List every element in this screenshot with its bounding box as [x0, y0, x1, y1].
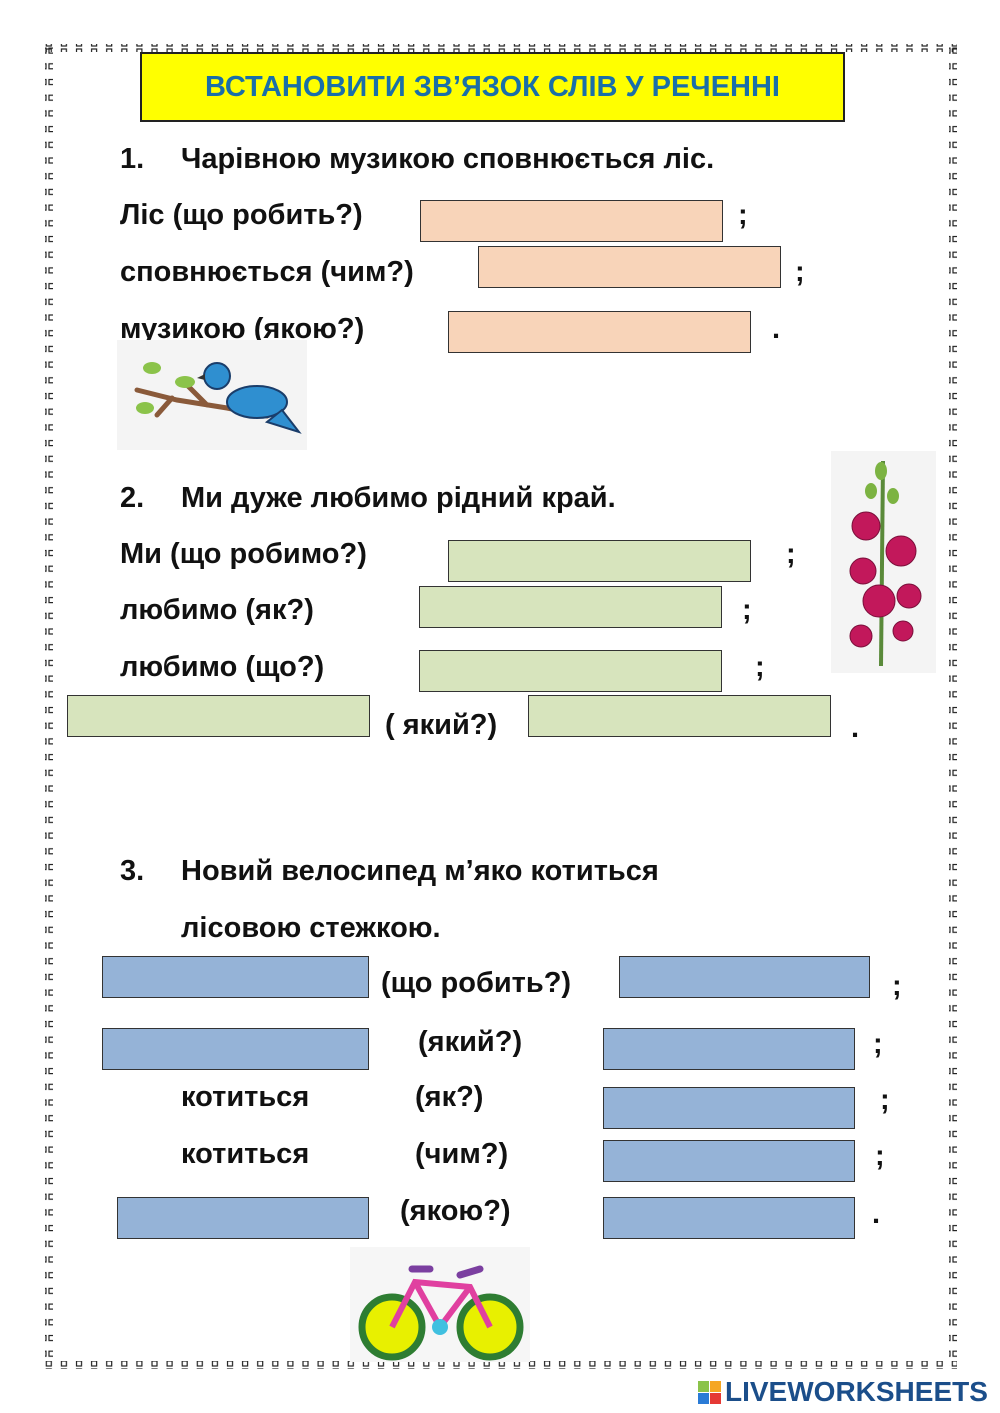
- semicolon: ;: [795, 256, 805, 288]
- task2-answer3-input[interactable]: [419, 650, 722, 692]
- period: .: [772, 313, 781, 345]
- task3-question4: (чим?): [415, 1138, 509, 1170]
- hollyhock-flower-image: [831, 451, 936, 673]
- task3-answer2-input[interactable]: [619, 956, 870, 998]
- task3-word4: котиться: [181, 1138, 310, 1170]
- task3-answer4-input[interactable]: [603, 1028, 855, 1070]
- semicolon: ;: [786, 538, 796, 570]
- bicycle-image: [350, 1247, 530, 1362]
- task2-answer2-input[interactable]: [419, 586, 722, 628]
- task2-question2: любимо (як?): [120, 594, 314, 626]
- task2-number: 2.: [120, 482, 145, 514]
- task3-answer6-input[interactable]: [603, 1140, 855, 1182]
- semicolon: ;: [742, 594, 752, 626]
- task3-word3: котиться: [181, 1081, 310, 1113]
- task3-question5: (якою?): [400, 1195, 511, 1227]
- task1-question2: сповнюється (чим?): [120, 256, 414, 288]
- task3-answer7-input[interactable]: [117, 1197, 369, 1239]
- task2-answer5-input[interactable]: [528, 695, 831, 737]
- task2-answer4-input[interactable]: [67, 695, 370, 737]
- task3-number: 3.: [120, 855, 145, 887]
- task1-answer1-input[interactable]: [420, 200, 723, 242]
- task1-sentence: Чарівною музикою сповнюється ліс.: [181, 143, 715, 175]
- worksheet-title: ВСТАНОВИТИ ЗВ’ЯЗОК СЛІВ У РЕЧЕННІ: [140, 52, 845, 122]
- task3-answer3-input[interactable]: [102, 1028, 369, 1070]
- task3-answer5-input[interactable]: [603, 1087, 855, 1129]
- task3-answer1-input[interactable]: [102, 956, 369, 998]
- task2-question4: ( який?): [385, 709, 498, 741]
- task3-sentence-line1: Новий велосипед м’яко котиться: [181, 855, 659, 887]
- semicolon: ;: [880, 1084, 890, 1116]
- task1-answer2-input[interactable]: [478, 246, 781, 288]
- semicolon: ;: [892, 970, 902, 1002]
- task3-question1: (що робить?): [381, 967, 572, 999]
- liveworksheets-logo: LIVEWORKSHEETS: [698, 1376, 988, 1408]
- semicolon: ;: [738, 199, 748, 231]
- task1-question1: Ліс (що робить?): [120, 199, 363, 231]
- task2-sentence: Ми дуже любимо рідний край.: [181, 482, 616, 514]
- semicolon: ;: [873, 1028, 883, 1060]
- logo-tile-icon: [698, 1380, 721, 1404]
- bird-on-branch-image: [117, 340, 307, 450]
- task3-answer8-input[interactable]: [603, 1197, 855, 1239]
- logo-text: LIVEWORKSHEETS: [725, 1376, 988, 1407]
- period: .: [872, 1198, 881, 1230]
- task3-sentence-line2: лісовою стежкою.: [181, 912, 441, 944]
- task1-question3: музикою (якою?): [120, 313, 365, 345]
- task1-number: 1.: [120, 143, 145, 175]
- task1-answer3-input[interactable]: [448, 311, 751, 353]
- semicolon: ;: [755, 651, 765, 683]
- task3-question3: (як?): [415, 1081, 484, 1113]
- period: .: [851, 712, 860, 744]
- task2-question1: Ми (що робимо?): [120, 538, 367, 570]
- task2-answer1-input[interactable]: [448, 540, 751, 582]
- task2-question3: любимо (що?): [120, 651, 325, 683]
- task3-question2: (який?): [418, 1026, 523, 1058]
- semicolon: ;: [875, 1140, 885, 1172]
